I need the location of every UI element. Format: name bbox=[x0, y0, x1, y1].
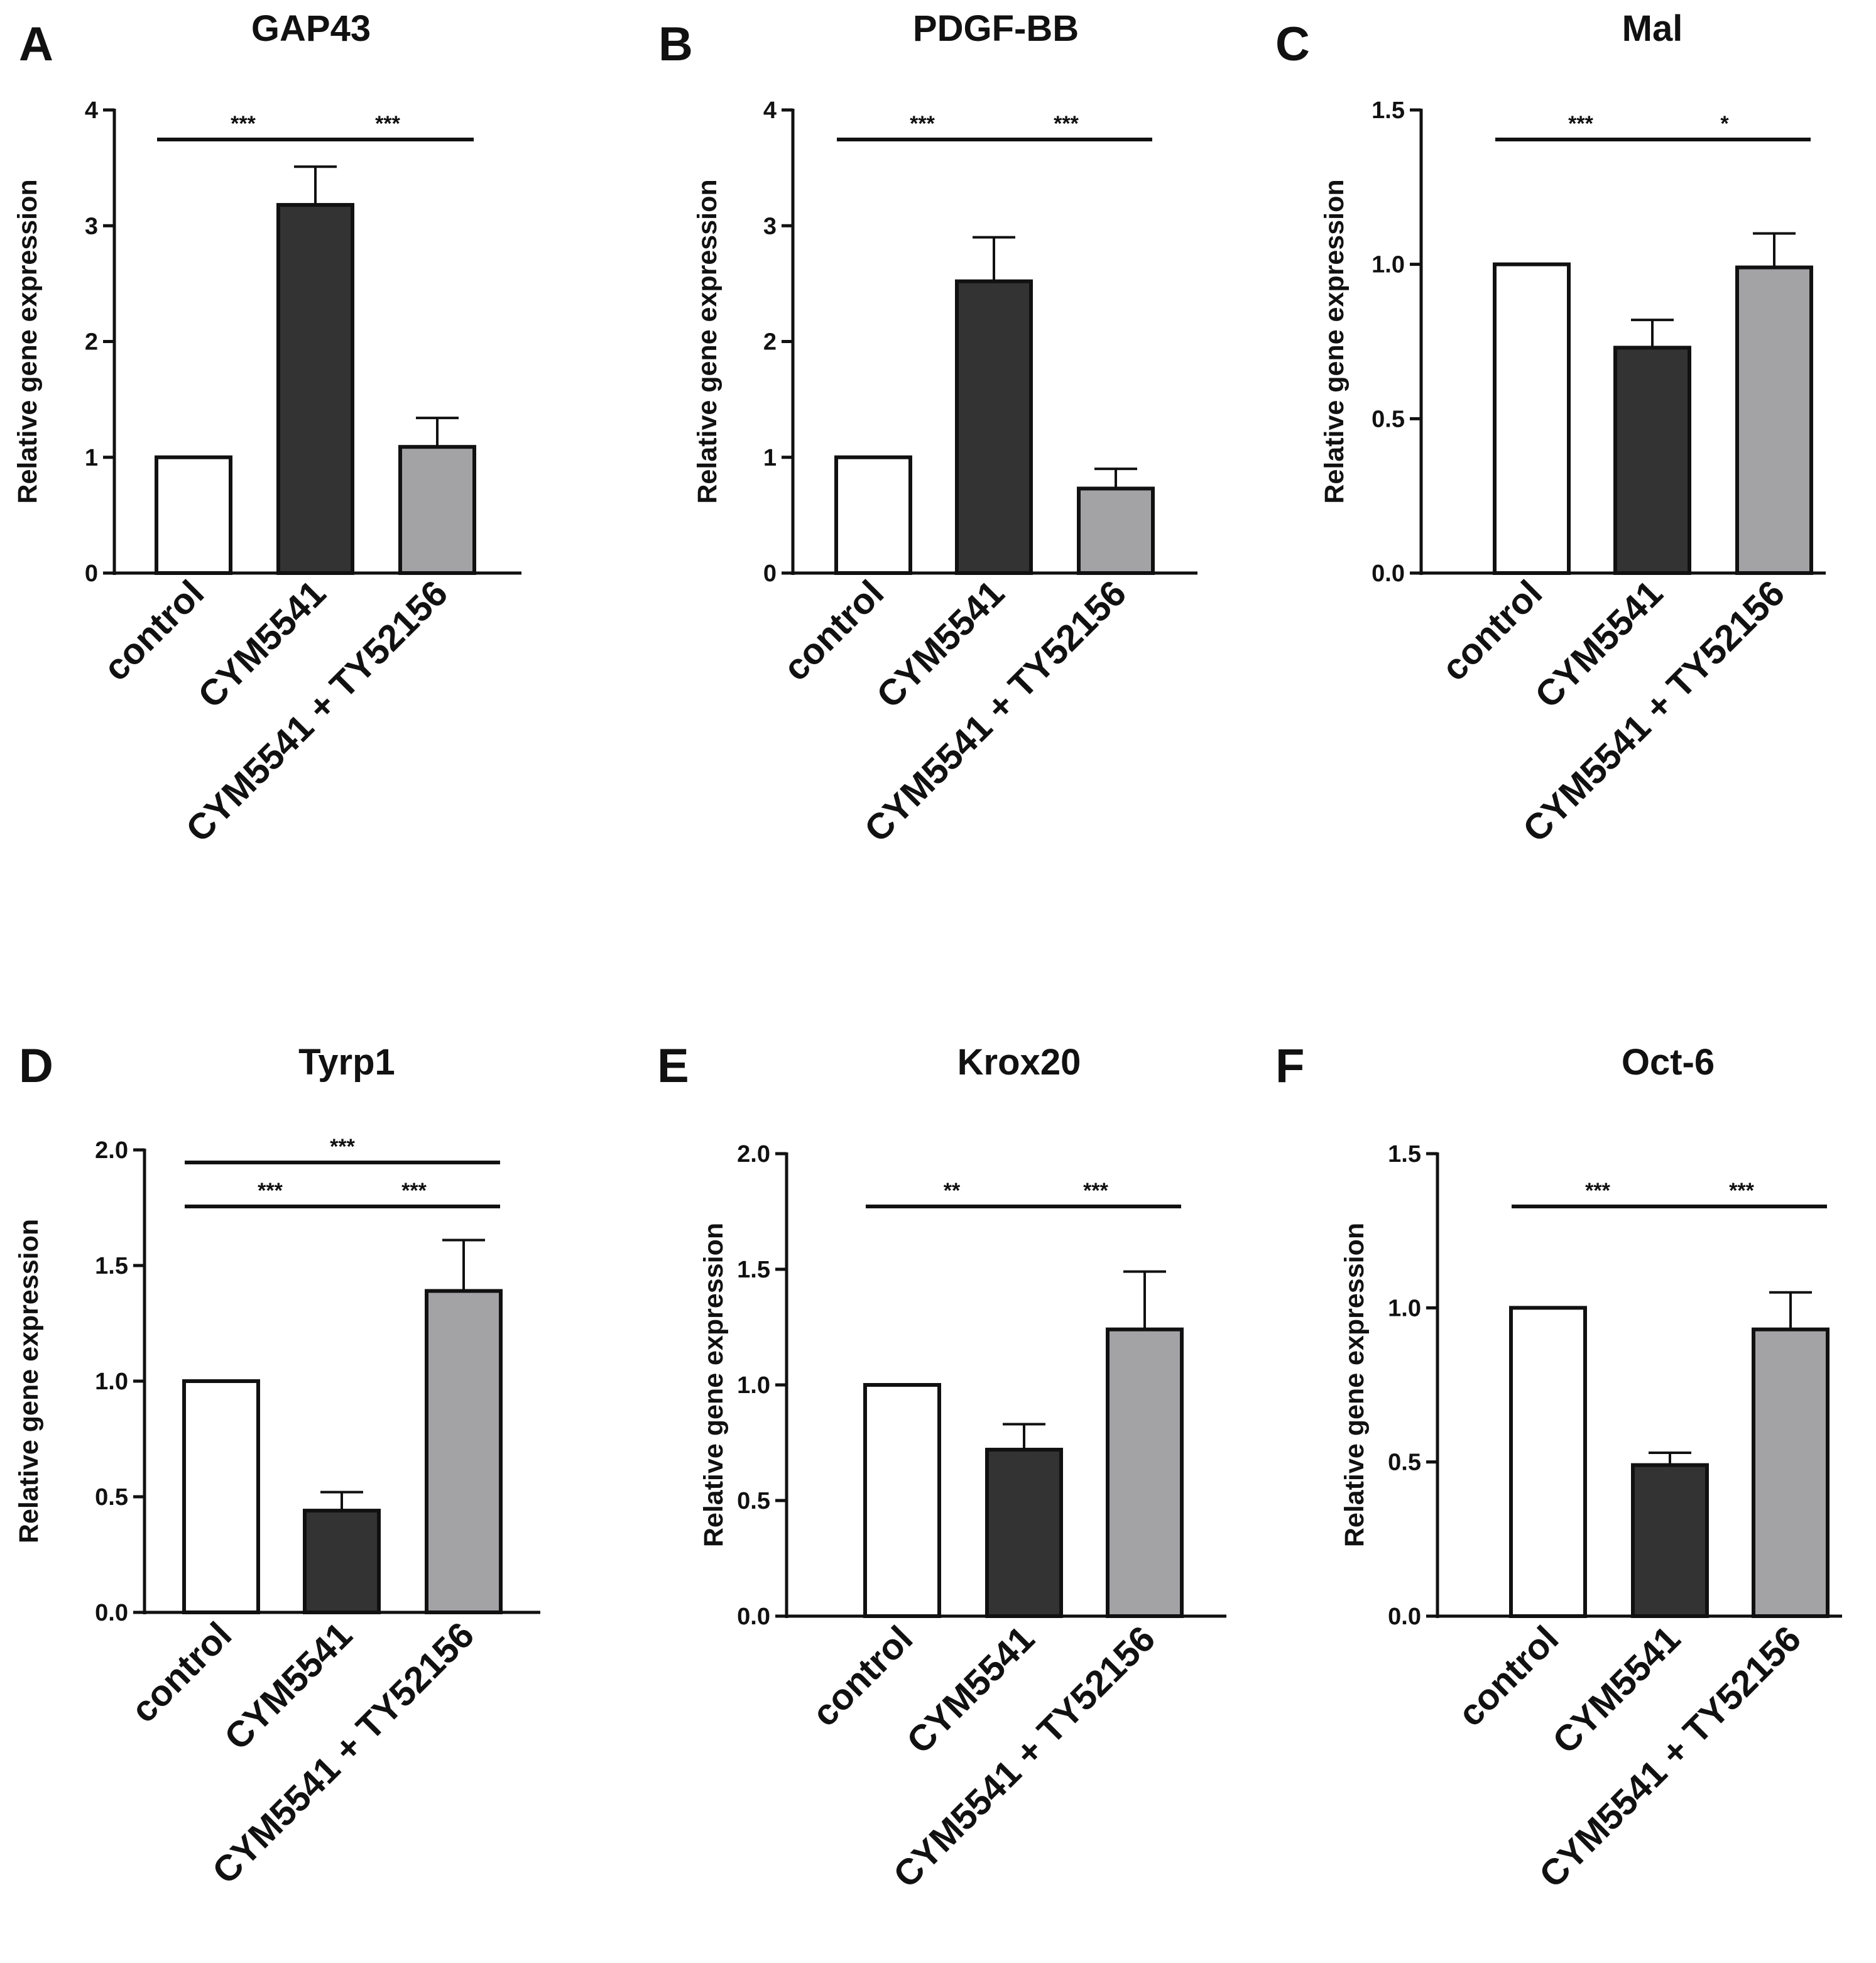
bar-control bbox=[155, 455, 232, 575]
significance-label: *** bbox=[330, 1135, 355, 1159]
panel-title: Tyrp1 bbox=[298, 1042, 395, 1083]
y-axis-label: Relative gene expression bbox=[699, 1223, 729, 1547]
significance-label: *** bbox=[258, 1179, 283, 1203]
y-tick-label: 4 bbox=[763, 97, 777, 124]
panel-b: B PDGF-BB Relative gene expression 0 1 2 3 4 con… bbox=[658, 8, 1197, 850]
y-tick-label: 1.5 bbox=[1388, 1141, 1421, 1167]
category-label: control bbox=[1450, 1618, 1566, 1734]
y-tick-label: 1.5 bbox=[737, 1257, 770, 1283]
panel-letter: F bbox=[1275, 1039, 1304, 1093]
panel-e: E Krox20 Relative gene expression 0.0 0.5 1.0… bbox=[657, 1039, 1226, 1896]
panel-letter: E bbox=[657, 1039, 689, 1093]
y-tick-label: 0.0 bbox=[95, 1600, 128, 1626]
y-tick-label: 1 bbox=[85, 445, 98, 471]
bar-control bbox=[1509, 1306, 1587, 1618]
y-axis-label: Relative gene expression bbox=[1319, 179, 1350, 503]
significance-label: *** bbox=[1729, 1179, 1754, 1203]
significance-label: *** bbox=[910, 112, 935, 136]
panel-letter: B bbox=[658, 18, 693, 71]
y-tick-label: 1.0 bbox=[95, 1369, 128, 1395]
y-tick-label: 2.0 bbox=[737, 1141, 770, 1167]
significance-label: *** bbox=[1054, 112, 1079, 136]
y-tick-label: 2.0 bbox=[95, 1137, 128, 1164]
significance-label: ** bbox=[944, 1179, 961, 1203]
bar-cym5541 bbox=[303, 1509, 381, 1615]
bar-cym5541 bbox=[955, 279, 1033, 575]
panel-letter: C bbox=[1275, 18, 1310, 71]
y-axis-label: Relative gene expression bbox=[14, 1219, 44, 1543]
panel-c: C Mal Relative gene expression 0.0 0.5 1.0 1.5… bbox=[1275, 8, 1826, 850]
y-tick-label: 1 bbox=[763, 445, 777, 471]
y-tick-label: 0.0 bbox=[1372, 560, 1405, 587]
panel-letter: D bbox=[19, 1039, 53, 1093]
y-tick-label: 3 bbox=[763, 213, 777, 239]
y-tick-label: 1.0 bbox=[1372, 252, 1405, 278]
y-tick-label: 1.5 bbox=[1372, 97, 1405, 124]
y-axis-label: Relative gene expression bbox=[13, 179, 43, 503]
bar-control bbox=[1493, 262, 1571, 575]
y-tick-label: 2 bbox=[763, 329, 777, 356]
panel-title: GAP43 bbox=[251, 8, 371, 49]
bar-control bbox=[834, 455, 912, 575]
bar-cym5541-ty52156 bbox=[1735, 265, 1813, 575]
significance-label: *** bbox=[1568, 112, 1593, 136]
y-tick-label: 0 bbox=[85, 560, 98, 587]
y-tick-label: 4 bbox=[85, 97, 98, 124]
significance-label: *** bbox=[401, 1179, 427, 1203]
y-tick-label: 1.0 bbox=[737, 1372, 770, 1399]
panel-title: PDGF-BB bbox=[913, 8, 1079, 49]
category-label: control bbox=[775, 572, 892, 689]
y-tick-label: 0.5 bbox=[737, 1488, 770, 1514]
bar-cym5541-ty52156 bbox=[1077, 486, 1155, 575]
y-tick-label: 0.5 bbox=[95, 1484, 128, 1511]
panel-title: Krox20 bbox=[957, 1042, 1081, 1083]
panel-title: Mal bbox=[1622, 8, 1683, 49]
bar-cym5541 bbox=[1613, 346, 1691, 575]
y-axis-label: Relative gene expression bbox=[1339, 1223, 1370, 1547]
bar-control bbox=[863, 1383, 941, 1618]
bar-cym5541 bbox=[276, 203, 354, 575]
category-label: control bbox=[1434, 572, 1550, 689]
y-tick-label: 0.5 bbox=[1388, 1450, 1421, 1476]
y-tick-label: 1.0 bbox=[1388, 1295, 1421, 1321]
panel-d: D Tyrp1 Relative gene expression 0.0 0.5 1.0 1… bbox=[14, 1039, 540, 1892]
bar-cym5541-ty52156 bbox=[398, 445, 476, 575]
significance-label: *** bbox=[375, 112, 400, 136]
significance-label: *** bbox=[1585, 1179, 1610, 1203]
panel-letter: A bbox=[19, 18, 53, 71]
y-tick-label: 1.5 bbox=[95, 1253, 128, 1279]
category-label: control bbox=[95, 572, 212, 689]
y-axis-label: Relative gene expression bbox=[692, 179, 723, 503]
significance-label: *** bbox=[231, 112, 256, 136]
bar-cym5541-ty52156 bbox=[1752, 1327, 1830, 1618]
y-tick-label: 0 bbox=[763, 560, 777, 587]
category-label: control bbox=[123, 1614, 239, 1731]
y-tick-label: 2 bbox=[85, 329, 98, 356]
y-tick-label: 0.5 bbox=[1372, 406, 1405, 432]
significance-label: * bbox=[1720, 112, 1729, 136]
y-tick-label: 0.0 bbox=[737, 1604, 770, 1630]
bar-control bbox=[182, 1379, 260, 1614]
panel-f: F Oct-6 Relative gene expression 0.0 0.5 1.0 1… bbox=[1275, 1039, 1842, 1896]
bar-cym5541-ty52156 bbox=[425, 1289, 503, 1614]
y-tick-label: 0.0 bbox=[1388, 1604, 1421, 1630]
panel-title: Oct-6 bbox=[1622, 1042, 1715, 1083]
bar-cym5541-ty52156 bbox=[1106, 1327, 1184, 1618]
bar-cym5541 bbox=[985, 1448, 1063, 1619]
bar-cym5541 bbox=[1631, 1463, 1709, 1618]
y-tick-label: 3 bbox=[85, 213, 98, 239]
category-label: control bbox=[804, 1618, 920, 1734]
panel-a: A GAP43 Relative gene expression 0 1 2 3 4 contr… bbox=[13, 8, 521, 850]
significance-label: *** bbox=[1083, 1179, 1108, 1203]
